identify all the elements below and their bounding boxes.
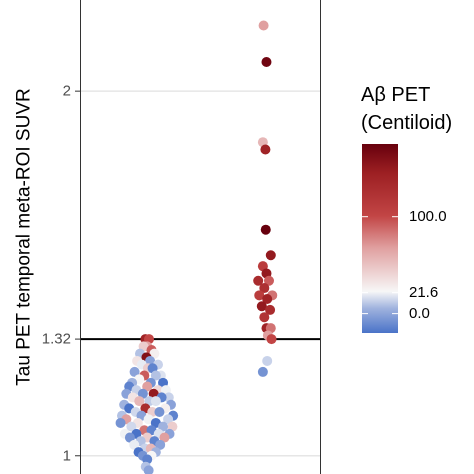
data-point-20	[266, 334, 277, 345]
data-point-5	[265, 250, 276, 261]
data-point-8	[253, 275, 264, 286]
legend-label-2: 0.0	[409, 305, 430, 322]
plot-panel	[80, 0, 321, 474]
data-point-10	[259, 283, 270, 294]
data-point-71	[163, 414, 174, 425]
legend-ticks: 100.0 21.6 0.0	[362, 208, 447, 322]
y-tick-label-0: 1	[63, 447, 71, 464]
data-point-29	[149, 348, 160, 359]
legend-label-1: 21.6	[409, 284, 438, 301]
legend-label-0: 100.0	[409, 208, 447, 225]
data-point-22	[257, 366, 268, 377]
data-point-0	[258, 20, 269, 31]
data-point-46	[142, 381, 153, 392]
data-point-87	[159, 432, 170, 443]
y-axis-title: Tau PET temporal meta-ROI SUVR	[14, 88, 35, 385]
data-point-40	[150, 370, 161, 381]
data-point-9	[264, 275, 274, 286]
data-point-66	[154, 407, 165, 418]
y-axis-ticks: 1 1.32 2	[42, 83, 80, 464]
legend-title-line2: (Centiloid)	[361, 112, 452, 134]
gridlines	[80, 90, 320, 457]
y-tick-label-1: 1.32	[42, 331, 71, 348]
data-point-75	[115, 417, 126, 428]
data-point-58	[150, 396, 161, 407]
data-point-37	[129, 366, 140, 377]
data-point-90	[129, 439, 140, 450]
data-point-4	[260, 224, 271, 235]
data-point-78	[158, 421, 169, 432]
data-point-21	[262, 355, 273, 366]
data-point-77	[126, 421, 137, 432]
data-point-86	[124, 432, 135, 443]
legend-title-line1: Aβ PET	[361, 84, 430, 106]
data-point-11	[254, 290, 265, 301]
y-tick-label-2: 2	[63, 83, 71, 100]
data-point-91	[155, 439, 166, 450]
data-point-13	[262, 293, 273, 304]
data-point-15	[265, 304, 276, 315]
data-points	[115, 20, 278, 474]
legend-colorbar	[362, 144, 398, 333]
data-point-14	[256, 301, 267, 312]
data-point-3	[260, 144, 271, 155]
data-point-100	[143, 465, 154, 474]
data-point-57	[134, 396, 145, 407]
data-point-16	[259, 312, 270, 323]
data-point-1	[261, 56, 272, 67]
